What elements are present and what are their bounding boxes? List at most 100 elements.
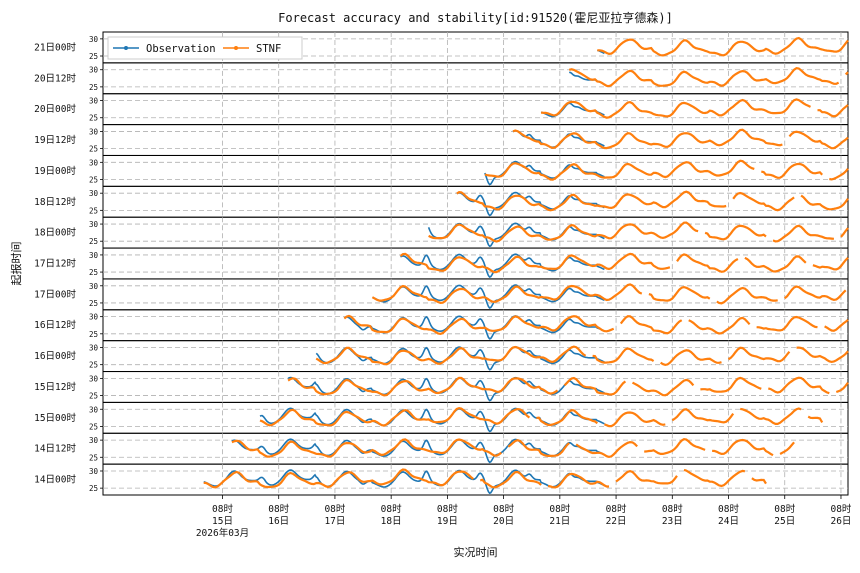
panel-frame: [102, 247, 849, 280]
y-tick-label: 25: [89, 206, 98, 215]
y-tick-label: 30: [89, 467, 99, 476]
panel-label: 15日12时: [34, 381, 76, 393]
panel-frame: [102, 340, 849, 373]
x-tick-label: 08时: [212, 503, 233, 515]
legend-label: STNF: [256, 43, 281, 55]
y-tick-label: 30: [89, 35, 99, 44]
y-tick-label: 25: [89, 175, 98, 184]
forecast-line: [597, 36, 849, 57]
x-axis-label: 实况时间: [454, 545, 498, 559]
observation-line: [203, 469, 605, 495]
y-tick-label: 25: [89, 145, 98, 154]
y-tick-label: 25: [89, 52, 98, 61]
y-tick-label: 30: [89, 97, 99, 106]
panel-2: 25 30 20日00时: [34, 93, 849, 126]
forecast-line: [456, 190, 849, 212]
panel-label: 14日12时: [34, 443, 76, 455]
x-tick-label: 08时: [718, 503, 739, 515]
panel-label: 18日00时: [34, 227, 76, 239]
panel-label: 19日00时: [34, 165, 76, 177]
x-tick-label: 08时: [606, 503, 627, 515]
x-tick-label: 16日: [268, 516, 289, 527]
panel-13: 25 30 14日12时: [34, 432, 849, 465]
panel-frame: [102, 309, 849, 342]
panel-label: 15日00时: [34, 412, 76, 424]
observation-line: [372, 284, 605, 309]
x-tick-label: 19日: [437, 516, 458, 527]
panel-7: 25 30 17日12时: [34, 247, 849, 280]
x-tick-label: 21日: [549, 516, 570, 527]
panel-label: 20日12时: [34, 72, 76, 84]
y-tick-label: 25: [89, 484, 98, 493]
x-tick-label: 15日: [212, 516, 233, 527]
x-tick-label: 08时: [493, 503, 514, 515]
y-tick-label: 30: [89, 220, 99, 229]
panel-label: 16日00时: [34, 350, 76, 362]
y-tick-label: 25: [89, 114, 98, 123]
y-tick-label: 25: [89, 83, 98, 92]
y-tick-label: 25: [89, 453, 98, 462]
x-tick-label: 26日: [830, 516, 851, 527]
y-tick-label: 25: [89, 422, 98, 431]
observation-line: [315, 345, 605, 371]
forecast-line: [203, 468, 767, 489]
panel-frame: [102, 62, 849, 95]
observation-line: [400, 253, 605, 279]
y-tick-label: 30: [89, 251, 99, 260]
x-tick-label: 08时: [774, 503, 795, 515]
forecast-line: [512, 128, 849, 150]
y-tick-label: 30: [89, 344, 99, 353]
panel-label: 18日12时: [34, 196, 76, 208]
panel-label: 19日12时: [34, 134, 76, 146]
x-tick-label: 08时: [437, 503, 458, 515]
y-tick-label: 30: [89, 313, 99, 322]
panel-9: 25 30 16日12时: [34, 309, 849, 342]
x-tick-label: 17日: [324, 516, 345, 527]
chart-title: Forecast accuracy and stability[id:91520…: [278, 10, 673, 25]
y-tick-label: 25: [89, 361, 98, 370]
x-tick-label: 08时: [549, 503, 570, 515]
x-tick-label: 23日: [662, 516, 683, 527]
x-tick-label: 2026年03月: [196, 527, 249, 539]
forecast-line: [568, 67, 849, 88]
observation-line: [231, 438, 605, 464]
y-tick-label: 30: [89, 158, 99, 167]
forecast-line: [259, 406, 824, 428]
panel-12: 25 30 15日00时: [34, 401, 849, 434]
x-tick-label: 08时: [268, 503, 289, 515]
y-tick-label: 30: [89, 66, 99, 75]
panel-label: 14日00时: [34, 474, 76, 486]
panel-label: 20日00时: [34, 103, 76, 115]
panel-4: 25 30 19日00时: [34, 154, 849, 187]
y-tick-label: 25: [89, 330, 98, 339]
legend-label: Observation: [146, 43, 216, 55]
forecast-line: [541, 98, 849, 119]
panel-11: 25 30 15日12时: [34, 371, 849, 403]
y-tick-label: 30: [89, 282, 99, 291]
forecast-line: [287, 376, 849, 397]
x-tick-label: 08时: [662, 503, 683, 515]
forecast-line: [371, 283, 847, 305]
y-tick-label: 30: [89, 374, 99, 383]
forecast-line: [231, 438, 795, 459]
legend-box: [107, 36, 303, 60]
y-tick-label: 30: [89, 436, 99, 445]
panel-8: 25 30 17日00时: [34, 278, 849, 311]
forecast-line: [343, 314, 849, 336]
x-tick-label: 24日: [718, 516, 739, 527]
panel-6: 25 30 18日00时: [34, 216, 849, 249]
x-tick-label: 22日: [606, 516, 627, 527]
y-tick-label: 25: [89, 237, 98, 246]
panel-label: 21日00时: [34, 41, 76, 53]
panel-frame: [102, 463, 849, 496]
y-tick-label: 25: [89, 268, 98, 277]
x-tick-label: 08时: [324, 503, 345, 515]
forecast-line: [315, 345, 849, 367]
forecast-line: [399, 252, 849, 274]
forecast-line: [428, 221, 849, 243]
panel-frame: [102, 93, 849, 126]
panel-10: 25 30 16日00时: [34, 340, 849, 373]
panel-5: 25 30 18日12时: [34, 185, 849, 218]
